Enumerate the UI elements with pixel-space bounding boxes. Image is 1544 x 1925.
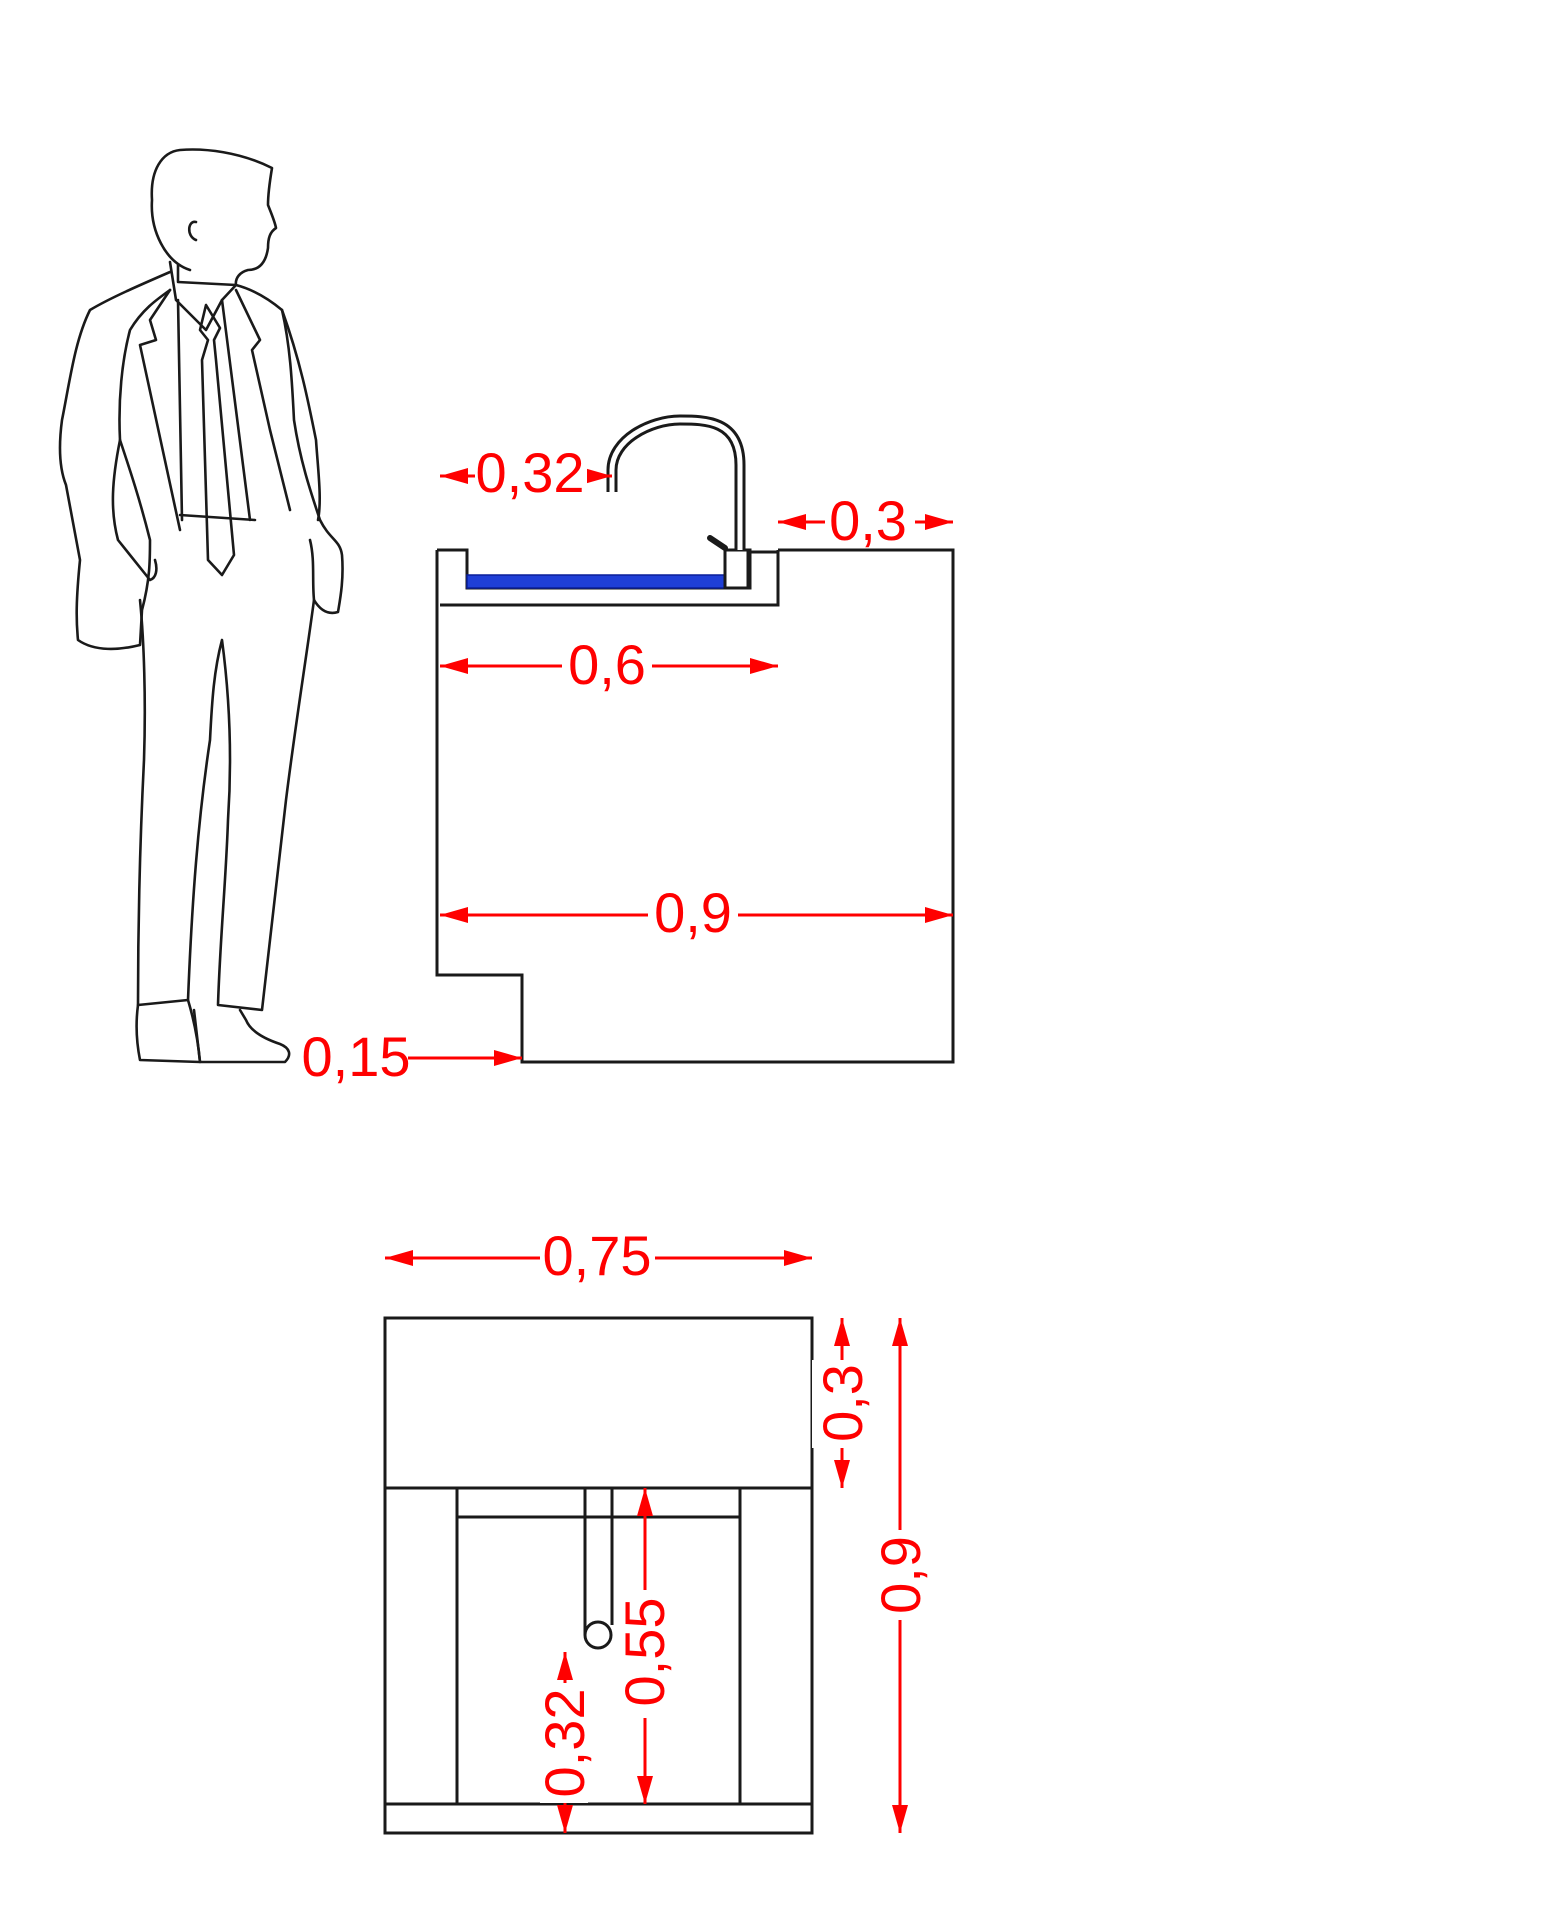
faucet-base [723,548,752,590]
front-basin-lines [457,1486,740,1519]
dim-arrow-pipe-height-top [557,1652,573,1680]
faucet-gooseneck [606,414,746,550]
figure-tie [198,303,236,577]
dim-arrow-toe-kick-right [494,1050,522,1066]
dim-arrow-drain-height-bottom [637,1776,653,1804]
dim-arrow-sink-depth-right [750,658,778,674]
figure-left-arm [111,438,158,582]
dim-arrow-faucet-reach-left [440,468,468,484]
dim-label-faucet-reach: 0,32 [476,441,585,504]
dim-arrow-front-height-bottom [892,1805,908,1833]
dim-arrow-front-height-top [892,1318,908,1346]
figure-right-arm [280,308,322,522]
front-outline [383,1316,814,1835]
drain-pipe [583,1488,614,1635]
dim-label-sink-depth: 0,6 [568,633,646,696]
figure-lapel-left [138,288,182,532]
human-figure [58,148,344,1064]
dim-arrow-front-width-left [385,1250,413,1266]
faucet-lever [707,535,728,551]
dim-label-front-height: 0,9 [869,1536,932,1614]
dim-arrow-faucet-reach-right [584,468,612,484]
faucet-gooseneck-inner [609,417,743,550]
dim-arrow-rear-ledge-right [925,514,953,530]
figure-shoe-left [135,998,202,1064]
dim-arrow-pipe-height-bottom [557,1805,573,1833]
dim-label-pipe-height: 0,32 [533,1689,596,1798]
figure-lapel-right [234,288,292,512]
figure-shirt [176,298,252,522]
front-elevation [383,1316,814,1835]
sink-water [466,574,726,589]
cabinet-side-outline [435,548,955,1064]
front-inner-opening [455,1488,742,1804]
dim-arrow-sink-depth-left [440,658,468,674]
figure-shoe-right [192,1008,291,1064]
figure-jacket [58,270,172,651]
dim-arrow-front-top-panel-bottom [834,1460,850,1488]
drain-trap [583,1620,613,1650]
dim-arrow-drain-height-top [637,1488,653,1516]
dim-arrow-front-width-right [784,1250,812,1266]
figure-collar [168,260,238,332]
figure-trousers [136,598,316,1012]
dim-label-front-top-panel: 0,3 [811,1364,874,1442]
side-section [435,414,955,1064]
figure-head [150,148,278,287]
dim-label-toe-kick: 0,15 [302,1025,411,1088]
dim-arrow-rear-ledge-left [778,514,806,530]
dim-label-rear-ledge: 0,3 [829,489,907,552]
figure-jacket-right [234,283,344,615]
dimension-lines: 0,32 0,3 0,6 0,9 0,15 0,75 0,3 [302,440,953,1833]
dim-label-front-width: 0,75 [543,1224,652,1287]
dim-arrow-front-top-panel-top [834,1318,850,1346]
dim-label-drain-height: 0,55 [613,1598,676,1707]
dim-label-cabinet-depth: 0,9 [654,881,732,944]
figure-ear [187,220,198,242]
figure-belt [178,513,257,522]
dim-arrow-cabinet-depth-right [925,907,953,923]
dim-arrow-cabinet-depth-left [440,907,468,923]
